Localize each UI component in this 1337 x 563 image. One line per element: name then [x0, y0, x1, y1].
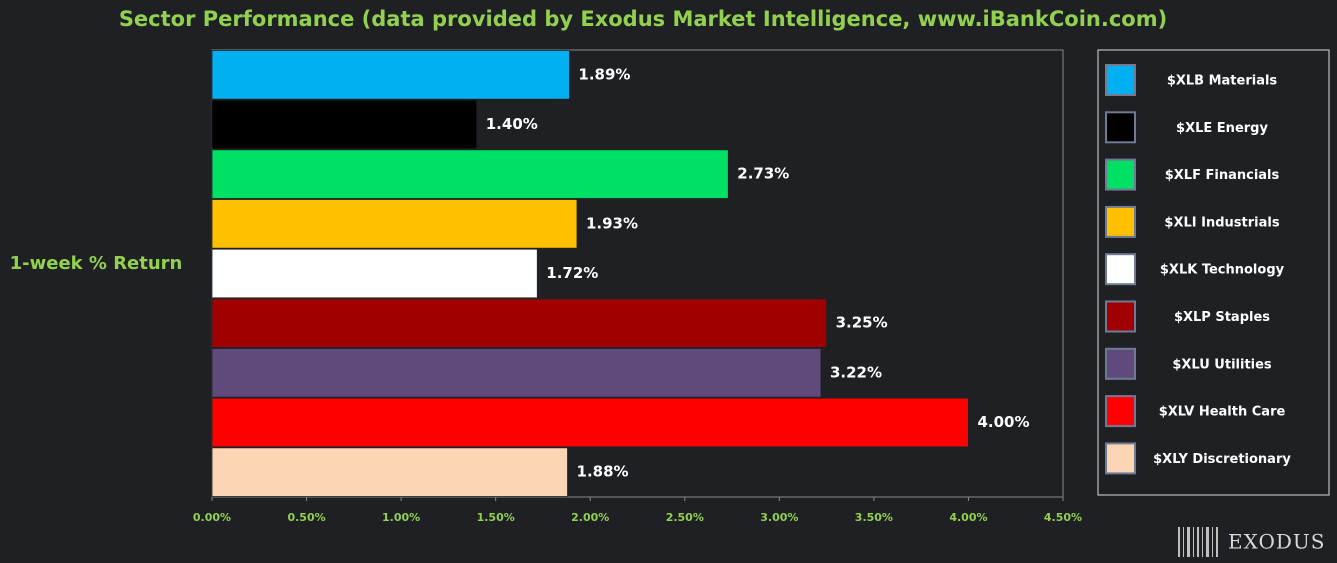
legend-label: $XLK Technology — [1160, 263, 1285, 278]
value-label: 1.89% — [578, 65, 630, 83]
legend-swatch — [1105, 442, 1136, 475]
bar — [211, 397, 969, 448]
x-tick-label: 1.50% — [477, 511, 515, 524]
bar — [211, 50, 570, 100]
legend-swatch — [1105, 347, 1136, 380]
legend-label: $XLU Utilities — [1172, 357, 1272, 372]
x-tick-label: 0.50% — [287, 511, 325, 524]
x-tick-label: 0.00% — [193, 511, 231, 524]
legend-label: $XLB Materials — [1167, 74, 1278, 89]
value-label: 4.00% — [977, 413, 1029, 431]
legend-swatch — [1105, 64, 1136, 96]
value-label: 3.25% — [836, 314, 888, 332]
legend-label: $XLE Energy — [1176, 121, 1268, 136]
bar — [211, 447, 568, 497]
value-label: 3.22% — [830, 363, 882, 381]
legend-label: $XLF Financials — [1165, 168, 1280, 183]
legend-swatch — [1105, 395, 1136, 428]
x-tick-label: 3.00% — [760, 511, 798, 524]
x-tick-label: 2.00% — [571, 511, 609, 524]
bar — [211, 248, 538, 299]
x-tick-label: 2.50% — [666, 511, 704, 524]
legend-label: $XLV Health Care — [1159, 405, 1286, 420]
bar — [211, 199, 578, 249]
value-label: 1.93% — [586, 214, 638, 232]
legend-label: $XLI Industrials — [1164, 215, 1279, 230]
x-tick-label: 4.50% — [1044, 511, 1082, 524]
logo-text: EXODUS — [1228, 530, 1325, 554]
bar — [211, 298, 828, 348]
legend-swatch — [1105, 300, 1136, 333]
y-axis-label: 1-week % Return — [10, 253, 183, 274]
legend-swatch — [1105, 111, 1136, 144]
x-tick-label: 1.00% — [382, 511, 420, 524]
legend-swatch — [1105, 205, 1136, 238]
legend-label: $XLY Discretionary — [1153, 452, 1291, 467]
value-label: 1.88% — [577, 463, 629, 481]
value-label: 1.72% — [546, 264, 598, 282]
value-label: 1.40% — [486, 115, 538, 133]
value-label: 2.73% — [737, 165, 789, 183]
legend-label: $XLP Staples — [1174, 310, 1270, 325]
bar — [211, 348, 822, 398]
legend-box — [1097, 49, 1330, 496]
x-tick-label: 3.50% — [855, 511, 893, 524]
x-tick-label: 4.00% — [949, 511, 987, 524]
bar — [211, 99, 478, 150]
legend-swatch — [1105, 158, 1136, 191]
logo-barcode — [1178, 527, 1218, 557]
bar — [211, 149, 729, 199]
chart-title: Sector Performance (data provided by Exo… — [119, 7, 1167, 31]
legend-swatch — [1105, 253, 1136, 286]
